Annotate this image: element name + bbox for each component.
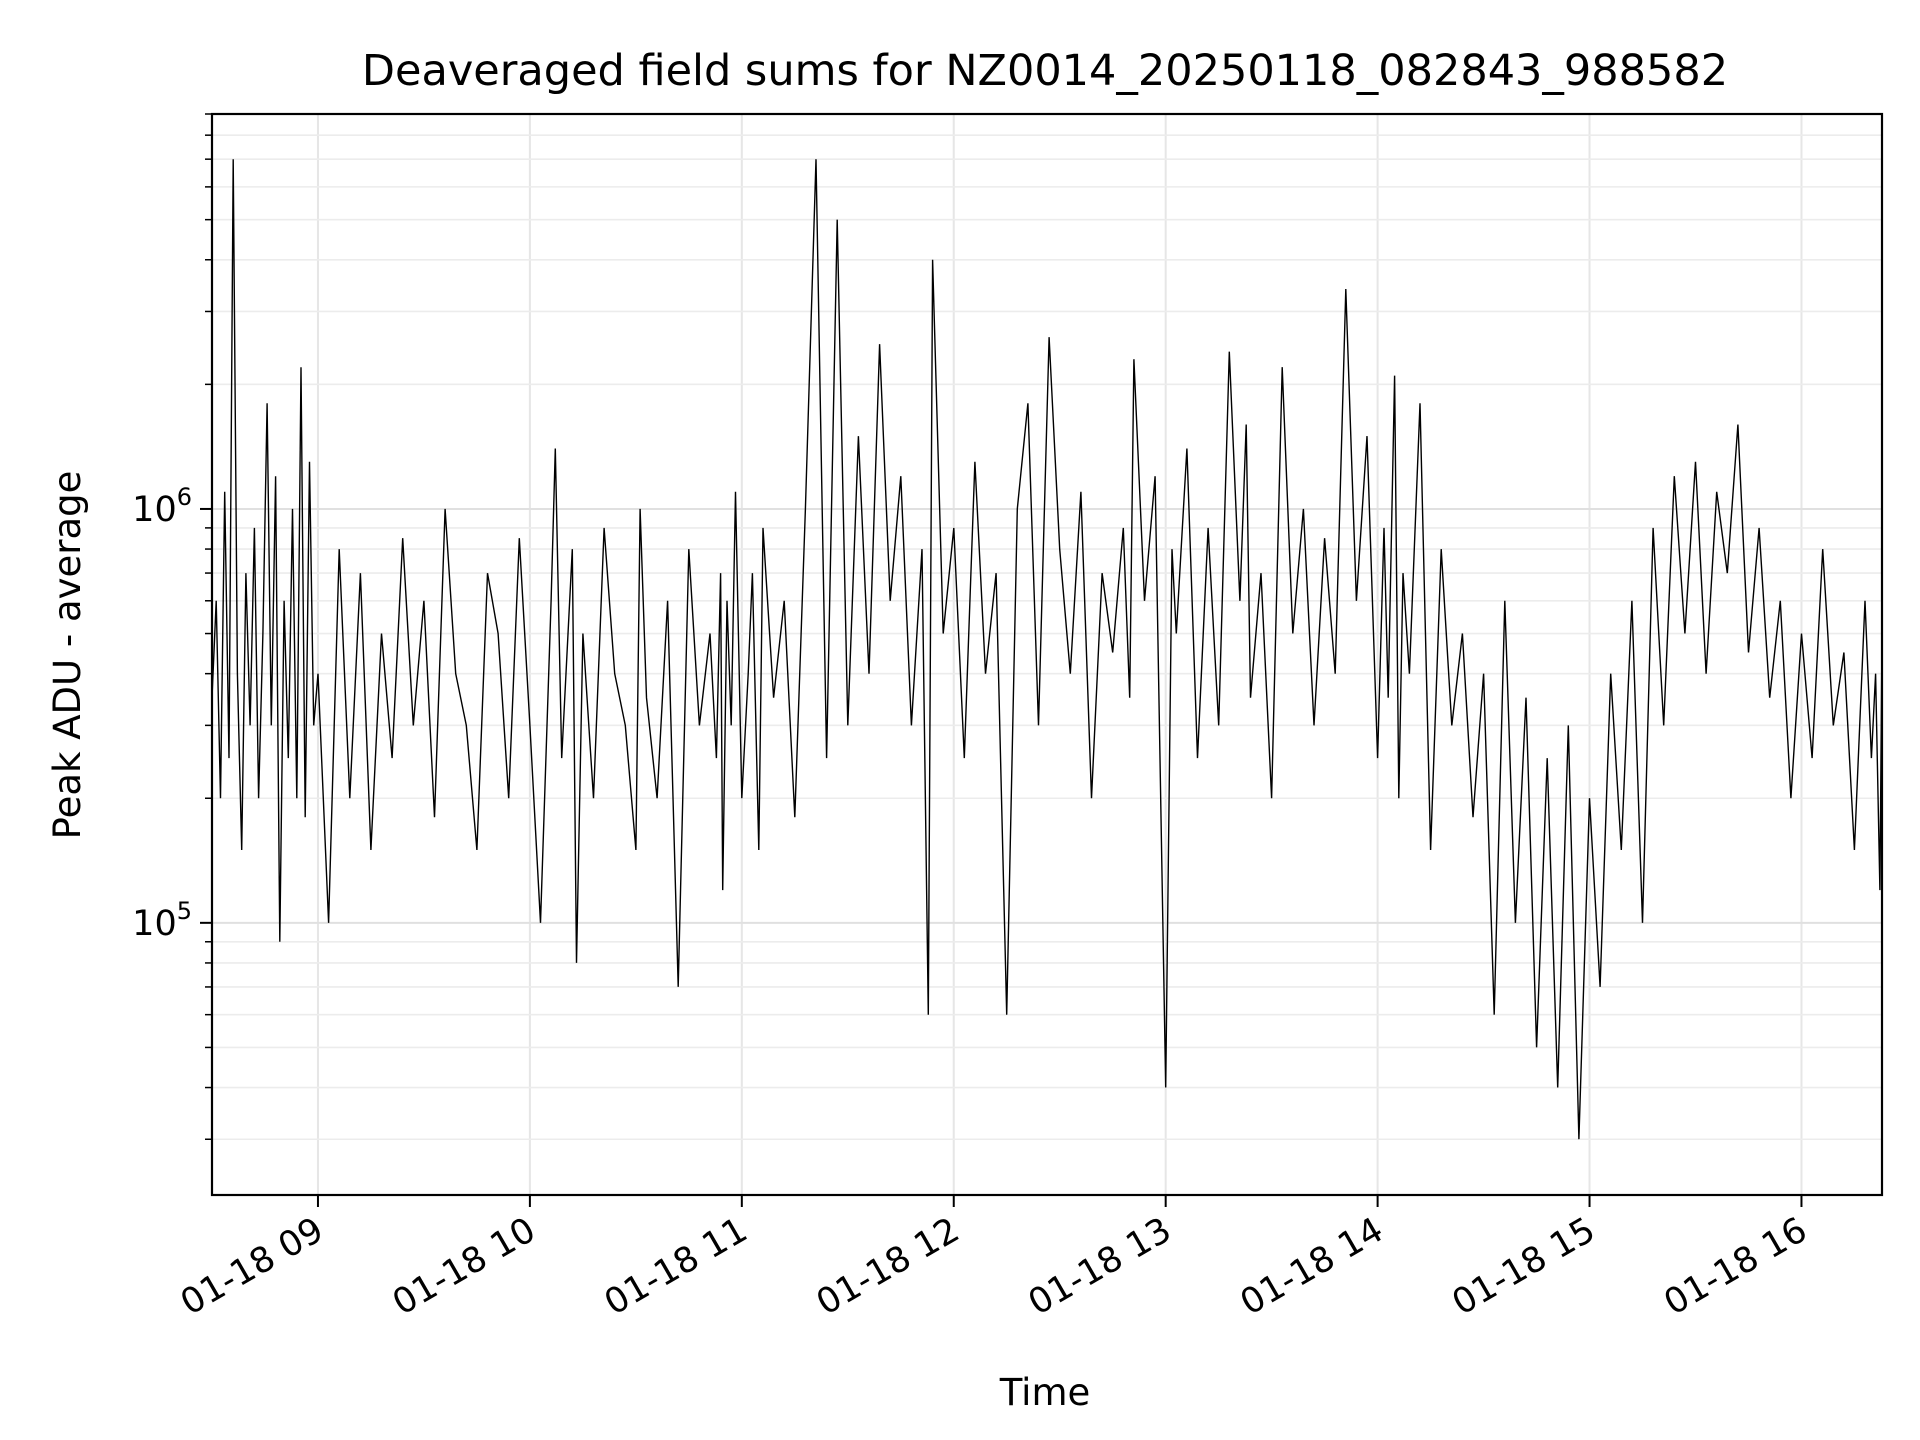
- y-tick-label: 105: [132, 897, 192, 944]
- series-line: [211, 159, 1883, 1140]
- y-tick-base: 10: [132, 904, 177, 944]
- y-tick-exponent: 6: [177, 483, 192, 511]
- plot-frame: [210, 112, 1884, 1197]
- y-tick-exponent: 5: [177, 897, 192, 925]
- grid-lines: [212, 113, 1882, 1195]
- x-axis-label: Time: [999, 1371, 1091, 1414]
- y-tick-base: 10: [132, 490, 177, 530]
- series-line-group: [211, 159, 1883, 1140]
- y-axis-label: Peak ADU - average: [46, 471, 89, 840]
- chart-title: Deaveraged field sums for NZ0014_2025011…: [362, 46, 1728, 96]
- y-tick-label: 106: [132, 483, 192, 530]
